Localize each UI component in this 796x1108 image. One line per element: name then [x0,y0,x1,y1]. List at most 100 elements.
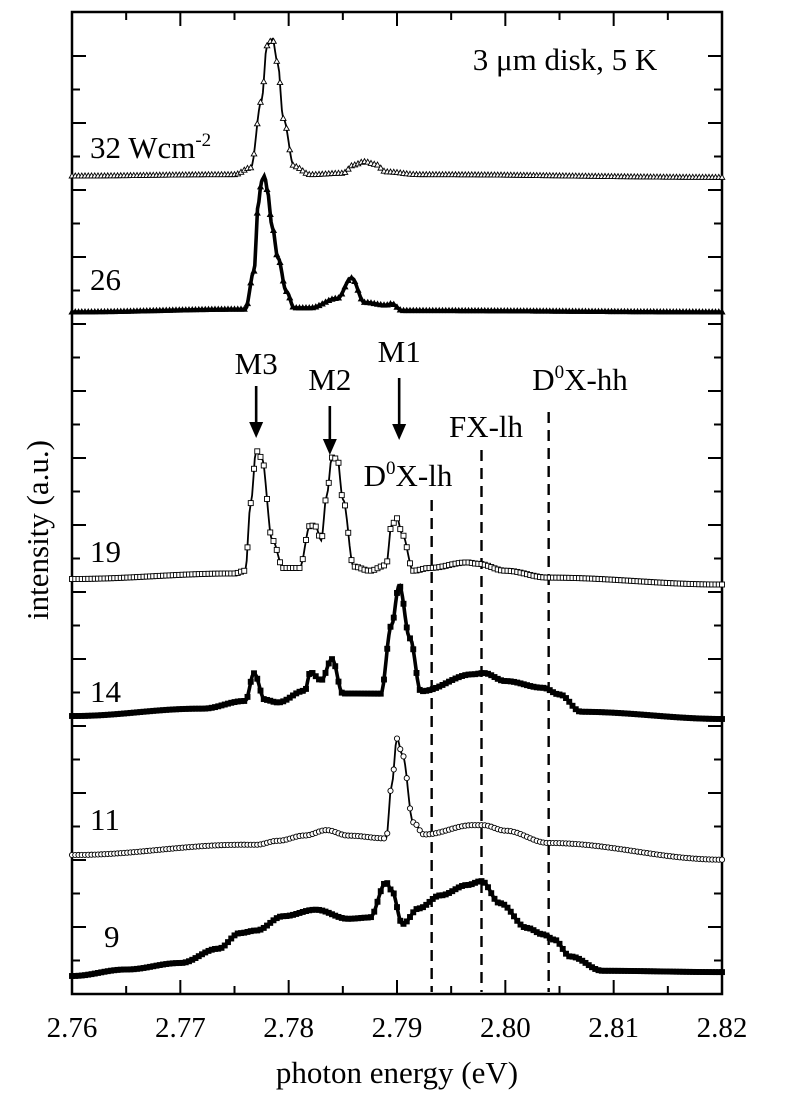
peak-label: M3 [235,346,278,381]
data-point [397,526,404,533]
data-point [279,114,287,121]
peak-label: M2 [308,362,351,397]
data-point [373,161,382,168]
data-point [338,492,345,499]
data-point [390,614,397,621]
data-point [303,685,309,692]
data-point [322,497,329,504]
series-label: 19 [90,534,121,569]
data-point [357,294,365,302]
data-point [407,635,413,642]
data-point [384,830,391,837]
data-point [718,173,726,180]
series-26 [68,171,726,315]
data-point [394,904,400,911]
x-tick-label: 2.78 [263,1012,314,1044]
data-point [269,37,278,44]
data-point [329,656,335,663]
peak-label: M1 [378,334,421,369]
data-point [241,567,248,574]
data-point [351,277,359,285]
peak-arrow-head [249,422,264,438]
data-point [377,164,385,171]
data-point [718,856,726,863]
data-point [556,940,563,947]
data-point [403,624,410,631]
data-point [247,500,254,507]
data-point [325,660,332,667]
data-point [225,939,231,946]
data-point [254,448,261,455]
data-point [416,827,423,834]
x-tick-label: 2.79 [372,1012,423,1044]
data-point [257,453,264,460]
data-point [303,537,309,543]
data-point [312,673,319,680]
data-point [403,544,410,551]
data-point [553,937,560,944]
data-point [384,645,391,652]
data-point [250,267,258,274]
data-point [243,299,252,307]
data-point [264,496,270,502]
data-point [244,693,251,700]
data-point [410,646,417,653]
data-point [279,277,287,284]
series-label: 14 [90,674,122,709]
data-point [335,459,342,466]
data-point [387,526,394,532]
data-point [345,529,352,536]
data-point [368,914,374,921]
data-point [374,898,381,905]
data-point [485,884,491,891]
data-point [299,556,306,563]
data-point [250,150,258,157]
data-point [514,917,521,924]
data-point [384,558,391,565]
data-point [251,670,257,677]
data-point [253,119,261,127]
series-label: 9 [104,919,120,954]
series-labels: 32 Wcm-2 26 19 14 11 9 [90,130,211,954]
data-point [322,669,329,676]
data-point [332,455,339,462]
data-point [247,678,254,685]
data-point [260,462,267,469]
data-point [341,168,349,175]
data-point [413,669,420,676]
x-axis-ticks [71,12,723,994]
data-point [394,590,400,596]
data-point [400,753,407,760]
data-point [221,942,228,949]
series-line [72,583,722,721]
data-point [286,145,294,153]
data-point [342,502,348,509]
x-tick-label: 2.76 [47,1012,98,1044]
data-point [406,805,414,812]
data-point [377,888,384,895]
reference-line-label: D0X-hh [532,362,628,397]
data-point [426,898,433,905]
series-32-wcm-2 [68,37,726,180]
data-point [276,258,284,266]
peak-arrow-head [392,424,407,440]
x-tick-label: 2.80 [480,1012,531,1044]
series-label: 26 [90,262,121,297]
data-point [295,164,304,171]
data-point [407,560,413,567]
data-point [507,908,514,915]
data-point [309,670,316,676]
data-point [347,274,356,281]
data-point [397,746,404,753]
data-point [381,676,387,683]
data-point [387,886,394,893]
data-point [256,182,265,190]
data-point [387,623,394,630]
peak-labels: M3 M2 M1 [235,334,421,397]
data-point [251,465,257,472]
data-point [286,294,294,301]
data-point [270,538,277,544]
data-point [282,287,291,295]
data-point [282,124,291,131]
